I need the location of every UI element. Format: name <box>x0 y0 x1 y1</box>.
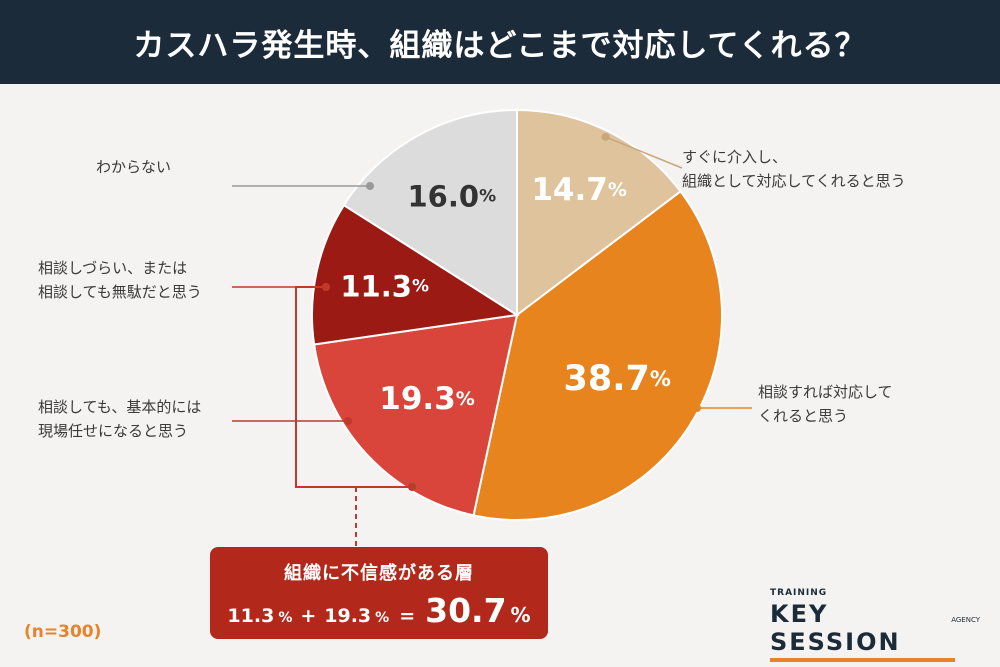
slice-if-consulted <box>472 189 723 521</box>
slice-unknown-leader-dot <box>366 182 374 190</box>
summary-value-b: 19.3 <box>324 605 372 627</box>
slice-unknown-category-line: わからない <box>96 158 171 176</box>
slice-immediate-leader-dot <box>601 132 610 141</box>
distrust-bracket-dot-top <box>322 283 330 291</box>
summary-formula: 11.3% + 19.3% = 30.7% <box>210 591 548 630</box>
slice-immediate-percent: % <box>608 179 627 201</box>
summary-title: 組織に不信感がある層 <box>284 563 474 584</box>
slice-immediate <box>516 108 682 318</box>
pie-slices <box>311 108 723 521</box>
slice-if-consulted-leader-dot <box>693 404 701 412</box>
slice-hard-to-consult <box>311 203 520 346</box>
brand-logo: TRAINING KEY SESSION AGENCY <box>770 588 980 662</box>
distrust-bracket-dot <box>408 483 416 491</box>
slice-if-consulted-category-line: くれると思う <box>758 407 848 425</box>
slice-hard-to-consult-percent: % <box>412 277 429 297</box>
slice-hard-to-consult-category-line: 相談しづらい、または <box>38 259 187 277</box>
slice-unknown-percent: % <box>479 186 496 206</box>
summary-total: 30.7 <box>425 591 507 630</box>
slice-left-to-site-percent: % <box>456 388 475 410</box>
summary-percent-a: % <box>278 610 293 626</box>
slice-left-to-site-category-line: 現場任せになると思う <box>38 422 188 440</box>
summary-box: 組織に不信感がある層 11.3% + 19.3% = 30.7% <box>210 547 548 639</box>
page-title: カスハラ発生時、組織はどこまで対応してくれる？ <box>133 27 867 64</box>
summary-percent-total: % <box>510 603 531 627</box>
distrust-bracket <box>295 286 412 488</box>
slice-immediate-category-line: 組織として対応してくれると思う <box>682 172 906 190</box>
slice-left-to-site <box>313 313 519 517</box>
slice-if-consulted-percent: % <box>650 367 671 391</box>
summary-percent-b: % <box>375 610 390 626</box>
summary-value-a: 11.3 <box>227 605 275 627</box>
brand-small-text: TRAINING <box>770 588 828 598</box>
slice-left-to-site-category-line: 相談しても、基本的には <box>38 398 201 416</box>
summary-plus: + <box>300 605 317 627</box>
slice-if-consulted-category-line: 相談すれば対応して <box>758 383 893 401</box>
summary-equals: = <box>399 605 416 627</box>
leader-lines <box>232 132 752 547</box>
slice-value-labels: 14.7%38.7%19.3%11.3%16.0% <box>340 172 671 417</box>
brand-name: KEY SESSION <box>770 600 901 656</box>
sample-size: (n=300) <box>24 622 102 642</box>
brand-underline <box>770 658 955 662</box>
slice-immediate-category-line: すぐに介入し、 <box>682 148 787 166</box>
slice-hard-to-consult-category-line: 相談しても無駄だと思う <box>38 283 202 301</box>
slice-unknown <box>342 108 518 317</box>
header-bar: カスハラ発生時、組織はどこまで対応してくれる？ <box>0 0 1000 84</box>
slice-immediate-leader <box>605 136 683 169</box>
brand-agency: AGENCY <box>951 616 980 624</box>
slice-left-to-site-leader-dot <box>344 417 352 425</box>
